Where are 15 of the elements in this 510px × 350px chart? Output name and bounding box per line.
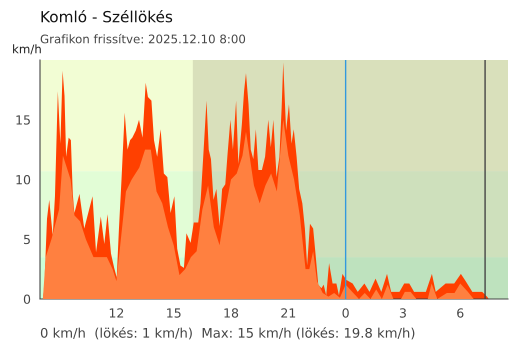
x-tick-label: 12 [110,308,124,318]
text: 0 km/h (lökés: 1 km/h) Max: 15 km/h (lökés: 19.8 km/h) [40,327,414,340]
x-tick-label: 21 [281,308,296,318]
x-tick-label: 6 [457,308,464,318]
y-axis-title: km/h [13,44,41,54]
chart-subtitle: Grafikon frissítve: 2025.12.10 8:00 [40,34,246,44]
y-tick-label: 0 [24,294,30,304]
x-tick-label: 15 [167,308,181,318]
x-tick-label: 3 [400,308,406,318]
x-tick-label: 0 [342,308,349,318]
y-tick-label: 15 [16,115,30,125]
y-tick-label: 5 [24,234,30,244]
x-tick-label: 18 [224,308,238,318]
y-tick-label: 10 [16,174,30,184]
chart-title: Komló - Széllökés [42,10,172,22]
